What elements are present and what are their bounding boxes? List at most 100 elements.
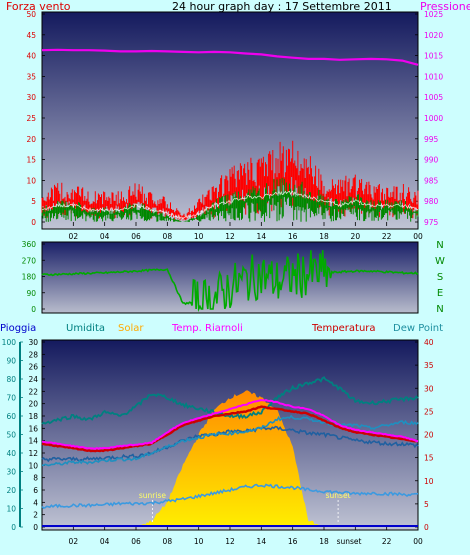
compass-label-0: N	[436, 240, 443, 251]
wind-gust-series	[41, 177, 419, 222]
weather-time-tick-label: 12	[225, 537, 235, 546]
pressure-right-tick-label: 1010	[424, 72, 443, 81]
humidity-tick-label: 10	[6, 505, 16, 514]
pressure-right-tick-label: 975	[424, 218, 439, 227]
legend-umidita: Umidita	[66, 323, 105, 334]
time-tick-label: 04	[100, 232, 110, 241]
solar-tick-label: 6	[33, 486, 38, 495]
time-tick-label: 08	[163, 232, 173, 241]
wind-direction-series	[41, 250, 419, 313]
temperature-tick-label: 15	[424, 454, 434, 463]
riarnoli-series	[41, 398, 418, 450]
dew-point-series	[41, 414, 419, 467]
temperature-tick-label: 30	[424, 384, 434, 393]
sunset-marker-label: sunset	[326, 491, 351, 500]
temperature-tick-label: 25	[424, 407, 434, 416]
solar-tick-label: 16	[28, 424, 38, 433]
humidity-tick-label: 40	[6, 449, 16, 458]
weather-time-tick-label: 00	[413, 537, 423, 546]
solar-tick-label: 8	[33, 474, 38, 483]
weather-panel: 0102030405060708090100024681012141618202…	[2, 338, 434, 546]
weather-time-tick-label: sunset	[337, 537, 362, 546]
humidity-tick-label: 20	[6, 486, 16, 495]
humidity-series	[41, 376, 419, 425]
wind-left-tick-label: 25	[26, 114, 36, 123]
pressure-right-tick-label: 980	[424, 197, 439, 206]
solar-tick-label: 14	[28, 437, 38, 446]
wind-left-tick-label: 5	[31, 197, 36, 206]
time-tick-label: 06	[131, 232, 141, 241]
sunrise-marker-label: sunrise	[139, 491, 166, 500]
legend-dewpoint: Dew Point	[393, 323, 443, 334]
solar-tick-label: 18	[28, 412, 38, 421]
temperature-tick-label: 0	[424, 523, 429, 532]
solar-area-series	[42, 390, 418, 527]
wind-title: Forza vento	[6, 0, 71, 13]
weather-time-tick-label: 18	[319, 537, 329, 546]
weather-time-tick-label: 08	[163, 537, 173, 546]
compass-label-3: E	[437, 288, 443, 299]
humidity-tick-label: 50	[6, 431, 16, 440]
pressure-right-tick-label: 1000	[424, 114, 443, 123]
temperature-tick-label: 5	[424, 500, 429, 509]
humidity-tick-label: 70	[6, 394, 16, 403]
solar-tick-label: 22	[28, 387, 38, 396]
solar-tick-label: 26	[28, 363, 38, 372]
legend-pioggia: Pioggia	[0, 323, 36, 334]
low-blue-series	[41, 483, 419, 509]
time-tick-label: 02	[69, 232, 79, 241]
wind-left-tick-label: 15	[26, 156, 36, 165]
time-tick-label: 14	[257, 232, 267, 241]
weather-time-tick-label: 14	[257, 537, 267, 546]
time-tick-label: 20	[351, 232, 361, 241]
temperature-tick-label: 10	[424, 477, 434, 486]
wind-pressure-panel: 0510152025303540455097598098599099510001…	[26, 10, 443, 241]
weather-time-tick-label: 22	[382, 537, 392, 546]
humidity-tick-label: 0	[11, 523, 16, 532]
pressure-title: Pressione	[420, 0, 470, 13]
legend-riarnoli: Temp. Riarnoli	[171, 323, 243, 334]
solar-tick-label: 24	[28, 375, 38, 384]
temperature-tick-label: 40	[424, 338, 434, 347]
solar-tick-label: 2	[33, 511, 38, 520]
compass-label-4: N	[436, 304, 443, 315]
time-tick-label: 10	[194, 232, 204, 241]
wind-average-series	[41, 190, 419, 220]
pressure-right-tick-label: 995	[424, 135, 439, 144]
legend-solar: Solar	[118, 323, 144, 334]
wind-left-tick-label: 40	[26, 52, 36, 61]
weather-time-tick-label: 02	[69, 537, 79, 546]
time-tick-label: 12	[225, 232, 235, 241]
wind-left-tick-label: 30	[26, 93, 36, 102]
wind-direction-panel: 0 90 180 270 360	[22, 240, 419, 314]
humidity-tick-label: 80	[6, 375, 16, 384]
temperatura-series	[41, 405, 419, 453]
time-tick-label: 16	[288, 232, 298, 241]
weather-time-tick-label: 10	[194, 537, 204, 546]
wind-left-tick-label: 45	[26, 31, 36, 40]
time-tick-label: 00	[413, 232, 423, 241]
pressure-right-tick-label: 990	[424, 156, 439, 165]
wind-left-tick-label: 20	[26, 135, 36, 144]
chart-title: 24 hour graph day : 17 Settembre 2011	[172, 0, 392, 13]
pressure-right-tick-label: 1015	[424, 52, 443, 61]
weather-time-tick-label: 04	[100, 537, 110, 546]
time-tick-label: 22	[382, 232, 392, 241]
solar-tick-label: 0	[33, 523, 38, 532]
temperature-tick-label: 35	[424, 361, 434, 370]
direction-tick-label: 0	[31, 305, 36, 314]
wind-left-tick-label: 10	[26, 176, 36, 185]
compass-label-1: W	[435, 256, 445, 267]
solar-tick-label: 30	[28, 338, 38, 347]
direction-tick-label: 90	[26, 289, 36, 298]
pressure-right-tick-label: 1025	[424, 10, 443, 19]
wind-left-tick-label: 0	[31, 218, 36, 227]
solar-tick-label: 28	[28, 350, 38, 359]
direction-tick-label: 270	[22, 256, 37, 265]
weather-time-tick-label: 16	[288, 537, 298, 546]
solar-tick-label: 4	[33, 498, 38, 507]
pressure-right-tick-label: 985	[424, 176, 439, 185]
solar-tick-label: 12	[28, 449, 38, 458]
